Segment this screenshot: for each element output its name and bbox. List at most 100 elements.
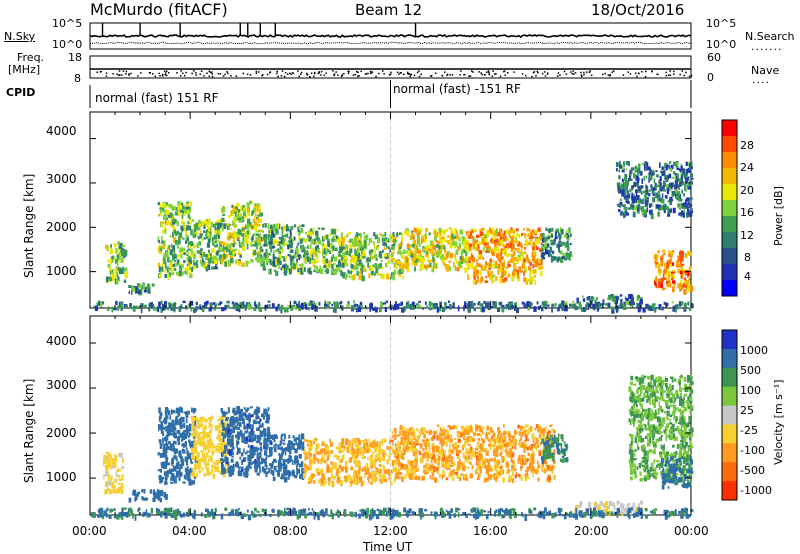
data-cell xyxy=(383,478,387,483)
data-cell xyxy=(283,271,287,274)
data-cell xyxy=(186,410,190,415)
data-cell xyxy=(168,410,171,416)
data-cell xyxy=(192,260,196,263)
data-cell xyxy=(679,263,682,268)
data-cell xyxy=(370,482,373,485)
data-cell xyxy=(195,231,198,236)
data-cell xyxy=(506,442,510,447)
data-cell xyxy=(280,267,283,271)
data-cell xyxy=(236,451,239,455)
data-cell xyxy=(636,197,639,203)
data-cell xyxy=(626,185,628,191)
data-cell xyxy=(177,241,181,245)
data-cell xyxy=(625,161,629,165)
data-cell xyxy=(259,307,262,312)
data-cell xyxy=(652,307,654,311)
data-cell xyxy=(312,457,315,462)
data-cell xyxy=(314,266,316,272)
data-cell xyxy=(203,302,208,306)
data-cell xyxy=(173,440,177,445)
data-cell xyxy=(530,276,534,282)
data-cell xyxy=(549,246,552,253)
data-cell xyxy=(198,241,202,246)
data-cell xyxy=(115,269,119,275)
data-cell xyxy=(648,176,650,183)
data-cell xyxy=(189,423,192,429)
data-cell xyxy=(359,476,362,483)
data-cell xyxy=(406,262,410,267)
data-cell xyxy=(505,304,509,309)
data-cell xyxy=(223,470,227,473)
data-cell xyxy=(188,241,192,245)
data-cell xyxy=(596,307,599,312)
data-cell xyxy=(282,458,286,463)
data-cell xyxy=(140,307,143,314)
data-cell xyxy=(115,478,118,483)
data-cell xyxy=(232,303,236,309)
data-cell xyxy=(557,307,560,312)
data-cell xyxy=(495,261,498,266)
data-cell xyxy=(319,469,322,475)
data-cell xyxy=(669,284,672,288)
data-cell xyxy=(461,260,463,264)
data-cell xyxy=(619,160,621,166)
data-cell xyxy=(298,463,301,468)
data-cell xyxy=(658,273,661,277)
data-cell xyxy=(681,274,683,280)
data-cell xyxy=(151,283,155,287)
data-cell xyxy=(333,455,336,458)
data-cell xyxy=(372,462,376,468)
data-cell xyxy=(523,462,526,466)
data-cell xyxy=(578,301,581,307)
data-cell xyxy=(441,306,445,313)
data-cell xyxy=(257,437,261,444)
data-cell xyxy=(426,251,429,255)
data-cell xyxy=(619,294,623,297)
data-cell xyxy=(661,193,664,199)
data-cell xyxy=(303,254,306,258)
data-cell xyxy=(157,236,160,241)
data-cell xyxy=(336,473,340,480)
data-cell xyxy=(178,262,181,267)
data-cell xyxy=(121,301,124,304)
data-cell xyxy=(625,195,629,201)
data-cell xyxy=(188,264,190,271)
data-cell xyxy=(225,460,229,465)
data-cell xyxy=(611,306,615,310)
data-cell xyxy=(440,444,443,450)
data-cell xyxy=(227,449,230,454)
data-cell xyxy=(177,471,181,475)
data-cell xyxy=(395,259,399,265)
data-cell xyxy=(483,245,486,249)
data-cell xyxy=(198,223,201,227)
data-cell xyxy=(296,464,298,470)
data-cell xyxy=(670,164,674,170)
data-cell xyxy=(495,276,498,282)
data-cell xyxy=(118,247,122,253)
data-cell xyxy=(268,304,271,309)
data-cell xyxy=(594,299,596,303)
data-cell xyxy=(687,162,689,167)
data-cell xyxy=(501,250,505,254)
data-cell xyxy=(247,457,250,462)
data-cell xyxy=(360,254,363,261)
data-cell xyxy=(161,235,163,241)
data-cell xyxy=(218,246,220,252)
data-cell xyxy=(238,217,241,221)
data-cell xyxy=(213,234,217,240)
data-cell xyxy=(376,273,381,276)
data-cell xyxy=(204,425,207,430)
data-cell xyxy=(358,274,362,281)
data-cell xyxy=(623,204,626,211)
data-cell xyxy=(182,205,185,210)
data-cell xyxy=(289,268,292,275)
data-cell xyxy=(371,256,374,259)
data-cell xyxy=(178,306,182,312)
data-cell xyxy=(443,229,446,235)
data-cell xyxy=(319,448,324,454)
data-cell xyxy=(527,227,529,231)
data-cell xyxy=(231,471,234,476)
data-cell xyxy=(566,246,570,252)
data-cell xyxy=(115,456,118,462)
data-cell xyxy=(220,407,223,412)
